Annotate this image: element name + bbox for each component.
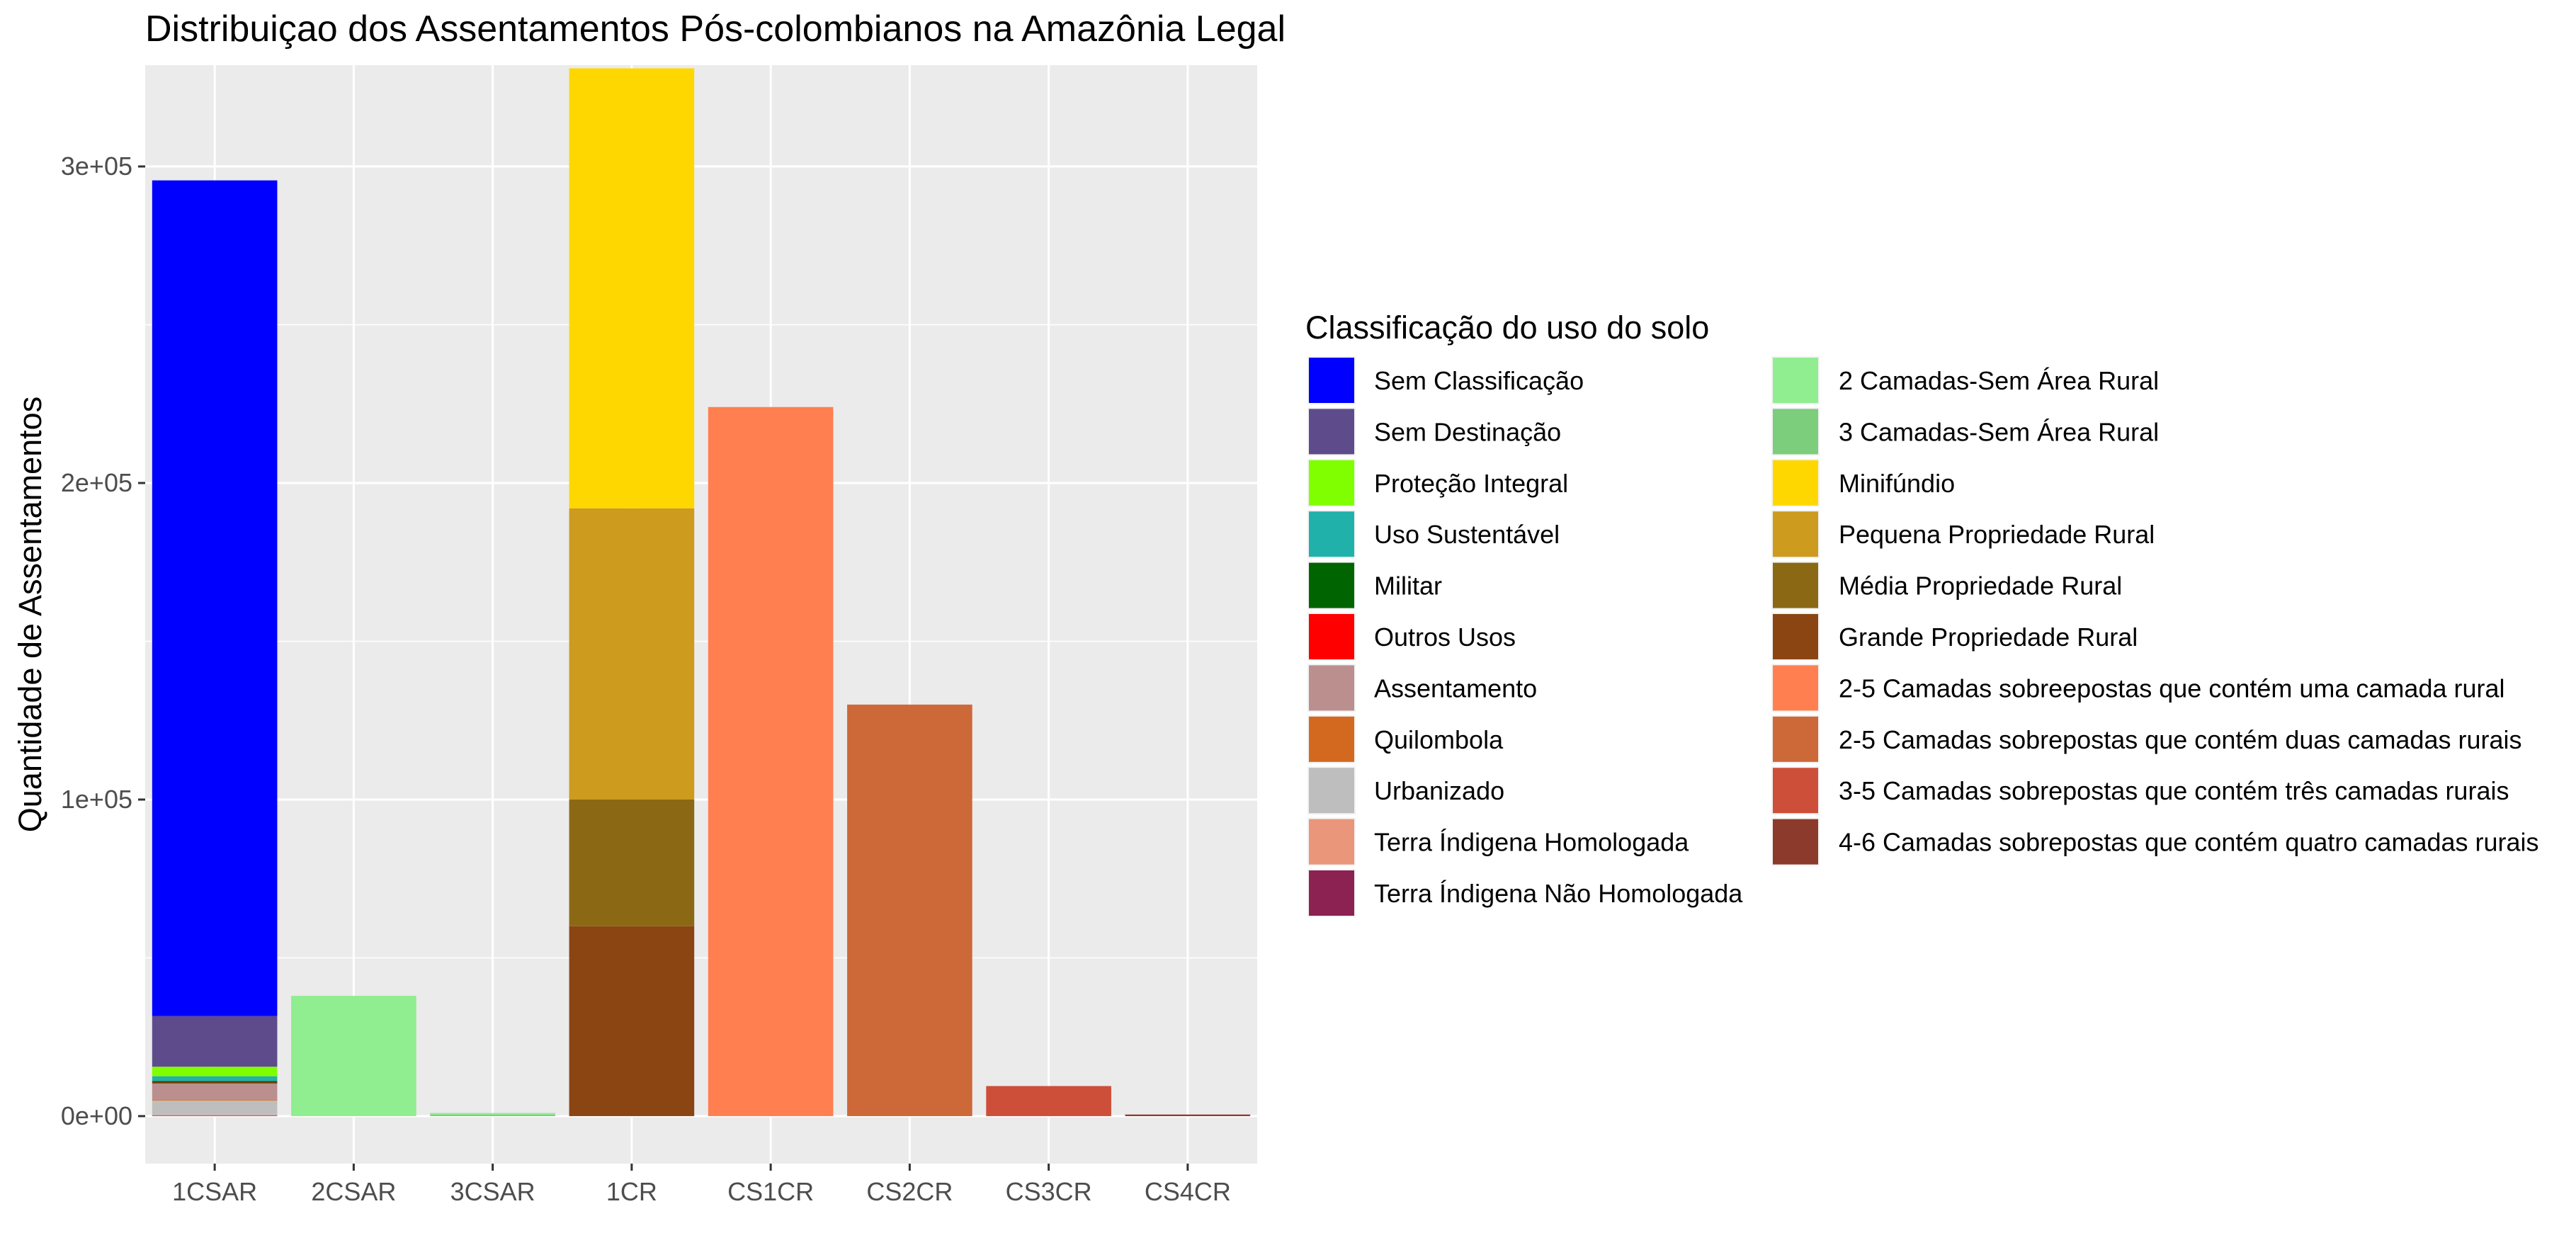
y-tick-label: 0e+00 <box>61 1101 132 1130</box>
x-tick-label: CS4CR <box>1145 1177 1231 1206</box>
plot-panel <box>145 65 1257 1164</box>
legend-label: Sem Destinação <box>1374 417 1561 446</box>
y-axis-title: Quantidade de Assentamentos <box>12 397 48 832</box>
bars <box>152 68 1251 1117</box>
bar-segment <box>152 1100 278 1101</box>
legend-label: Proteção Integral <box>1374 469 1568 498</box>
bar-segment <box>291 996 416 1116</box>
legend-key-swatch <box>1773 716 1818 762</box>
legend-key-swatch <box>1773 358 1818 403</box>
legend-label: Assentamento <box>1374 674 1537 703</box>
legend-label: Pequena Propriedade Rural <box>1839 520 2155 549</box>
bar-segment <box>430 1113 555 1115</box>
bar-segment <box>152 1076 278 1081</box>
legend-key-swatch <box>1309 819 1354 865</box>
legend-key-swatch <box>1309 716 1354 762</box>
legend-label: 2-5 Camadas sobrepostas que contém duas … <box>1839 725 2522 754</box>
bar-segment <box>152 1067 278 1076</box>
legend-key-swatch <box>1309 614 1354 659</box>
y-tick-label: 2e+05 <box>61 468 132 497</box>
legend-label: Média Propriedade Rural <box>1839 572 2122 601</box>
y-axis: 0e+00 1e+05 2e+05 3e+05 <box>61 152 145 1130</box>
legend-key-swatch <box>1309 665 1354 711</box>
bar-segment <box>152 1082 278 1084</box>
legend-label: 3-5 Camadas sobrepostas que contém três … <box>1839 776 2509 805</box>
legend-label: Grande Propriedade Rural <box>1839 623 2138 652</box>
legend-label: 4-6 Camadas sobrepostas que contém quatr… <box>1839 828 2539 857</box>
bar-segment <box>152 180 278 1016</box>
legend-key-swatch <box>1309 768 1354 814</box>
legend-label: Sem Classificação <box>1374 366 1584 395</box>
legend-label: 3 Camadas-Sem Área Rural <box>1839 417 2159 446</box>
bar-segment <box>152 1083 278 1101</box>
x-tick-label: 2CSAR <box>311 1177 396 1206</box>
x-tick-label: CS2CR <box>866 1177 953 1206</box>
legend-label: Quilombola <box>1374 725 1504 754</box>
legend-label: Urbanizado <box>1374 776 1504 805</box>
x-tick-label: 1CR <box>606 1177 657 1206</box>
legend-key-swatch <box>1773 511 1818 557</box>
legend-key-swatch <box>1773 614 1818 659</box>
legend-key-swatch <box>1773 819 1818 865</box>
x-tick-label: 3CSAR <box>450 1177 535 1206</box>
legend-label: Terra Índigena Homologada <box>1374 828 1689 857</box>
bar-segment <box>569 926 695 1116</box>
bar-segment <box>152 1115 278 1117</box>
legend-key-swatch <box>1309 460 1354 506</box>
legend-label: 2 Camadas-Sem Área Rural <box>1839 366 2159 395</box>
bar-segment <box>152 1101 278 1115</box>
bar-segment <box>847 704 972 1116</box>
y-tick-label: 3e+05 <box>61 152 132 181</box>
bar-segment <box>569 799 695 926</box>
legend-label: Minifúndio <box>1839 469 1955 498</box>
x-axis: 1CSAR 2CSAR 3CSAR 1CR CS1CR CS2CR CS3CR CS4CR <box>172 1164 1231 1206</box>
legend-key-swatch <box>1773 409 1818 455</box>
bar-segment <box>569 508 695 800</box>
x-tick-label: CS3CR <box>1006 1177 1092 1206</box>
legend-key-swatch <box>1309 358 1354 403</box>
bar-segment <box>152 1081 278 1083</box>
legend-label: Terra Índigena Não Homologada <box>1374 879 1743 908</box>
bar-segment <box>708 407 834 1116</box>
legend-label: Militar <box>1374 572 1442 601</box>
chart-title: Distribuiçao dos Assentamentos Pós-colom… <box>145 8 1286 50</box>
x-tick-label: CS1CR <box>727 1177 814 1206</box>
legend: Classificação do uso do solo Sem Classif… <box>1305 309 2539 917</box>
legend-label: 2-5 Camadas sobreepostas que contém uma … <box>1839 674 2505 703</box>
legend-key-swatch <box>1773 665 1818 711</box>
legend-key-swatch <box>1773 562 1818 608</box>
legend-title: Classificação do uso do solo <box>1305 309 1709 346</box>
legend-items: Sem Classificação Sem Destinação Proteção … <box>1307 356 2539 917</box>
legend-key-swatch <box>1309 511 1354 557</box>
legend-label: Uso Sustentável <box>1374 520 1560 549</box>
bar-segment <box>569 68 695 508</box>
legend-key-swatch <box>1309 870 1354 916</box>
legend-key-swatch <box>1773 460 1818 506</box>
legend-key-swatch <box>1309 562 1354 608</box>
bar-segment <box>1125 1114 1251 1116</box>
bar-segment <box>152 1016 278 1067</box>
y-tick-label: 1e+05 <box>61 785 132 814</box>
bar-segment <box>986 1086 1111 1116</box>
legend-key-swatch <box>1773 768 1818 814</box>
bar-segment <box>430 1114 555 1116</box>
legend-key-swatch <box>1309 409 1354 455</box>
legend-label: Outros Usos <box>1374 623 1516 652</box>
x-tick-label: 1CSAR <box>172 1177 257 1206</box>
